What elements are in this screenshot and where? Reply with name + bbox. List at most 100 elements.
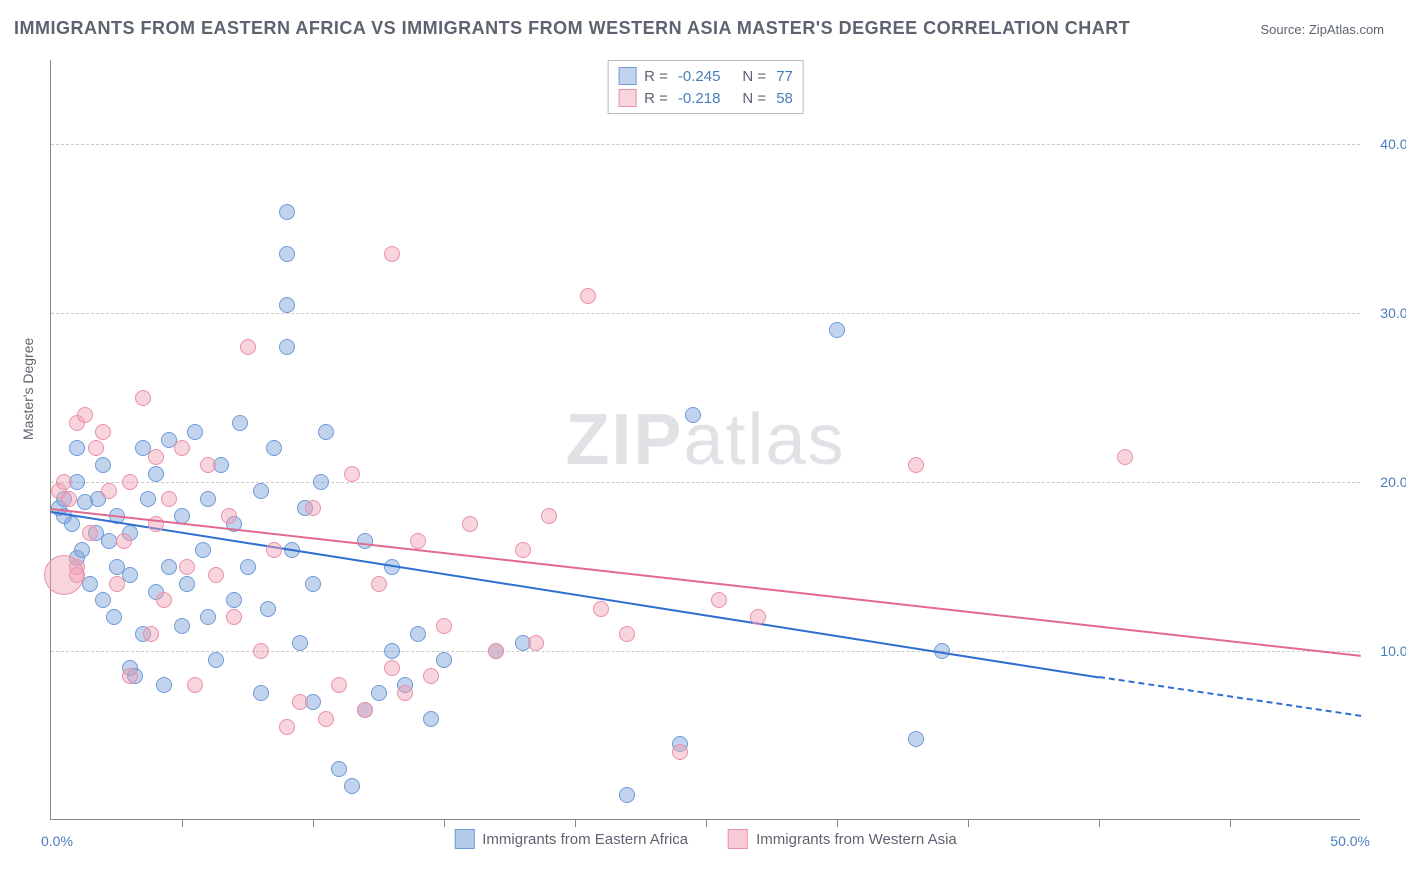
scatter-point bbox=[357, 533, 373, 549]
scatter-point bbox=[122, 668, 138, 684]
scatter-point bbox=[106, 609, 122, 625]
scatter-point bbox=[318, 424, 334, 440]
scatter-point bbox=[260, 601, 276, 617]
watermark-light: atlas bbox=[683, 400, 845, 480]
stats-row: R =-0.245N =77 bbox=[618, 65, 793, 87]
scatter-point bbox=[292, 635, 308, 651]
scatter-point bbox=[528, 635, 544, 651]
scatter-point bbox=[95, 424, 111, 440]
scatter-point bbox=[305, 576, 321, 592]
scatter-point bbox=[397, 685, 413, 701]
x-axis-start-label: 0.0% bbox=[41, 833, 73, 849]
legend-item: Immigrants from Eastern Africa bbox=[454, 829, 688, 849]
scatter-point bbox=[371, 576, 387, 592]
scatter-point bbox=[148, 466, 164, 482]
scatter-point bbox=[161, 491, 177, 507]
scatter-point bbox=[226, 592, 242, 608]
legend-item: Immigrants from Western Asia bbox=[728, 829, 957, 849]
scatter-point bbox=[174, 440, 190, 456]
y-axis-label: Master's Degree bbox=[20, 338, 36, 440]
watermark-text: ZIPatlas bbox=[565, 399, 845, 481]
scatter-point bbox=[685, 407, 701, 423]
scatter-point bbox=[410, 626, 426, 642]
scatter-point bbox=[69, 440, 85, 456]
scatter-point bbox=[253, 643, 269, 659]
scatter-point bbox=[384, 643, 400, 659]
scatter-point bbox=[279, 246, 295, 262]
scatter-point bbox=[750, 609, 766, 625]
gridline bbox=[51, 313, 1360, 314]
scatter-point bbox=[101, 483, 117, 499]
watermark-bold: ZIP bbox=[565, 400, 683, 480]
x-tick bbox=[706, 819, 707, 827]
scatter-point bbox=[266, 542, 282, 558]
scatter-point bbox=[140, 491, 156, 507]
scatter-point bbox=[410, 533, 426, 549]
legend-label: Immigrants from Eastern Africa bbox=[482, 831, 688, 848]
scatter-point bbox=[436, 618, 452, 634]
scatter-point bbox=[156, 592, 172, 608]
scatter-point bbox=[423, 668, 439, 684]
stats-r-value: -0.218 bbox=[678, 90, 721, 107]
y-tick-label: 20.0% bbox=[1380, 474, 1406, 490]
scatter-point bbox=[208, 652, 224, 668]
gridline bbox=[51, 144, 1360, 145]
x-tick bbox=[444, 819, 445, 827]
scatter-point bbox=[82, 576, 98, 592]
correlation-stats-box: R =-0.245N =77R =-0.218N =58 bbox=[607, 60, 804, 114]
scatter-point bbox=[56, 474, 72, 490]
scatter-point bbox=[279, 204, 295, 220]
scatter-point bbox=[161, 559, 177, 575]
scatter-point bbox=[135, 390, 151, 406]
scatter-point bbox=[672, 744, 688, 760]
scatter-point bbox=[156, 677, 172, 693]
scatter-point bbox=[279, 719, 295, 735]
gridline bbox=[51, 482, 1360, 483]
scatter-point bbox=[279, 339, 295, 355]
x-tick bbox=[837, 819, 838, 827]
scatter-point bbox=[305, 500, 321, 516]
scatter-point bbox=[64, 516, 80, 532]
scatter-point bbox=[174, 618, 190, 634]
legend-swatch bbox=[618, 89, 636, 107]
scatter-point bbox=[240, 339, 256, 355]
scatter-point bbox=[344, 778, 360, 794]
scatter-point bbox=[143, 626, 159, 642]
stats-r-label: R = bbox=[644, 68, 668, 85]
scatter-point bbox=[122, 474, 138, 490]
scatter-point bbox=[148, 449, 164, 465]
scatter-point bbox=[462, 516, 478, 532]
x-tick bbox=[1099, 819, 1100, 827]
scatter-point bbox=[240, 559, 256, 575]
scatter-point bbox=[384, 246, 400, 262]
scatter-point bbox=[88, 440, 104, 456]
trend-line bbox=[51, 508, 1361, 657]
scatter-point bbox=[384, 660, 400, 676]
x-tick bbox=[182, 819, 183, 827]
scatter-point bbox=[292, 694, 308, 710]
x-tick bbox=[575, 819, 576, 827]
scatter-point bbox=[318, 711, 334, 727]
legend-swatch bbox=[728, 829, 748, 849]
source-attribution: Source: ZipAtlas.com bbox=[1260, 22, 1384, 37]
scatter-point bbox=[357, 702, 373, 718]
scatter-point bbox=[77, 407, 93, 423]
scatter-point bbox=[200, 609, 216, 625]
scatter-point bbox=[266, 440, 282, 456]
y-tick-label: 30.0% bbox=[1380, 305, 1406, 321]
stats-r-value: -0.245 bbox=[678, 68, 721, 85]
scatter-point bbox=[200, 491, 216, 507]
stats-row: R =-0.218N =58 bbox=[618, 87, 793, 109]
stats-n-value: 58 bbox=[776, 90, 793, 107]
chart-title: IMMIGRANTS FROM EASTERN AFRICA VS IMMIGR… bbox=[14, 18, 1130, 39]
y-tick-label: 10.0% bbox=[1380, 643, 1406, 659]
scatter-point bbox=[208, 567, 224, 583]
x-tick bbox=[968, 819, 969, 827]
scatter-point bbox=[488, 643, 504, 659]
x-axis-end-label: 50.0% bbox=[1330, 833, 1370, 849]
x-tick bbox=[1230, 819, 1231, 827]
bottom-legend: Immigrants from Eastern Africa Immigrants… bbox=[454, 829, 957, 849]
scatter-point bbox=[226, 609, 242, 625]
scatter-point bbox=[908, 731, 924, 747]
scatter-point bbox=[541, 508, 557, 524]
